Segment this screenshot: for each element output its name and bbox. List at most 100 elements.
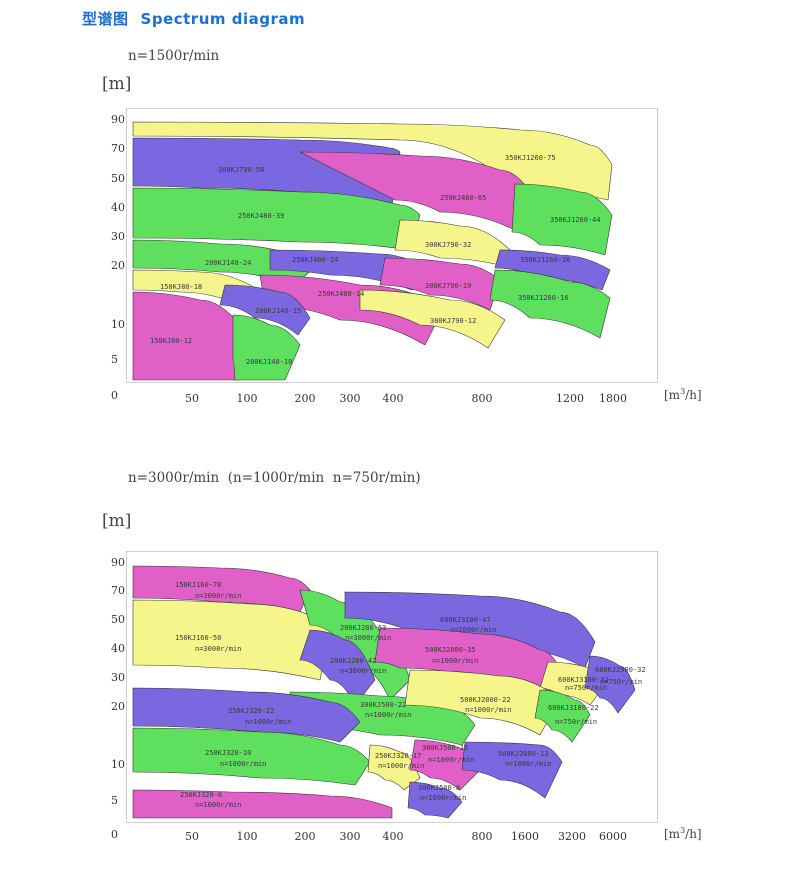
chart1-x-tick-100: 100 (237, 392, 258, 405)
band-250kj320-10 (132, 727, 371, 786)
label-300kj790-32: 300KJ790-32 (425, 241, 471, 249)
chart2-y-unit: [m] (102, 511, 132, 531)
label-150kj80-18: 150KJ80-18 (160, 283, 202, 291)
chart2-y-tick-30: 30 (111, 671, 125, 684)
speed-250kj320-10: n=1000r/min (220, 760, 266, 768)
chart2-y-tick-20: 20 (111, 700, 125, 713)
label-200kj280-42: 200KJ280-42 (330, 657, 376, 665)
chart1-x-tick-1200: 1200 (556, 392, 584, 405)
speed-500kj2000-13: n=1000r/min (505, 760, 551, 768)
speed-250kj320-22: n=1000r/min (245, 718, 291, 726)
chart2-x-unit: [m3/h] (664, 826, 702, 841)
label-350kj1260-44: 350KJ1260-44 (550, 216, 601, 224)
chart1-y-tick-50: 50 (111, 172, 125, 185)
label-350kj1260-75: 350KJ1260-75 (505, 154, 556, 162)
chart1-x-tick-50: 50 (185, 392, 199, 405)
chart1-speed-label: n=1500r/min (128, 48, 220, 64)
chart2-y-tick-0: 0 (111, 828, 118, 841)
chart2-y-tick-10: 10 (111, 758, 125, 771)
label-300kj790-58: 300KJ790-58 (218, 166, 264, 174)
speed-300kj500-8: n=1000r/min (420, 794, 466, 802)
label-200kj140-24: 200KJ140-24 (205, 259, 251, 267)
band-350kj1260-75 (132, 121, 613, 201)
speed-200kj280-63: n=3000r/min (345, 634, 391, 642)
page-header: 型谱图 Spectrum diagram (82, 8, 305, 29)
band-600kj3180-22 (534, 689, 591, 743)
chart1-x-tick-1800: 1800 (599, 392, 627, 405)
speed-250kj320-6: n=1000r/min (195, 801, 241, 809)
chart2-x-tick-100: 100 (237, 830, 258, 843)
chart2-speed-label: n=3000r/min (n=1000r/min n=750r/min) (128, 470, 421, 486)
label-150kj80-12: 150KJ80-12 (150, 337, 192, 345)
label-250kj320-22: 250KJ320-22 (228, 707, 274, 715)
band-250kj320-6 (132, 789, 393, 819)
label-250kj320-6: 250KJ320-6 (180, 791, 222, 799)
chart1-y-tick-30: 30 (111, 230, 125, 243)
label-300kj500-8: 300KJ500-8 (418, 784, 460, 792)
band-300kj500-8 (407, 781, 463, 819)
chart1-y-tick-10: 10 (111, 318, 125, 331)
chart1-x-tick-200: 200 (295, 392, 316, 405)
band-150kj160-78 (132, 565, 311, 613)
chart1-y-tick-5: 5 (111, 353, 118, 366)
label-500kj2000-22: 500KJ2000-22 (460, 696, 511, 704)
label-250kj480-14: 250KJ480-14 (318, 290, 364, 298)
label-600kj3180-47: 600KJ3180-47 (440, 616, 491, 624)
chart2-y-tick-90: 90 (111, 556, 125, 569)
chart1-frame (126, 108, 658, 383)
label-300kj500-22: 300KJ500-22 (360, 701, 406, 709)
header-title-cn: 型谱图 (82, 10, 129, 28)
chart2-x-tick-3200: 3200 (558, 830, 586, 843)
band-350kj1260-16 (489, 269, 611, 339)
band-200kj140-15 (219, 284, 311, 336)
label-250kj480-65: 250KJ480-65 (440, 194, 486, 202)
band-200kj140-10 (232, 314, 301, 381)
speed-600kj3180-22: n=750r/min (555, 718, 597, 726)
chart2-y-tick-5: 5 (111, 794, 118, 807)
band-350kj1260-44 (511, 183, 613, 256)
header-title-en: Spectrum diagram (140, 10, 306, 28)
label-250kj480-39: 250KJ480-39 (238, 212, 284, 220)
label-300kj500-15: 300KJ500-15 (422, 744, 468, 752)
speed-500kj2000-35: n=1000r/min (432, 657, 478, 665)
label-250kj480-24: 250KJ480-24 (292, 256, 338, 264)
label-600kj2900-32: 600KJ2900-32 (595, 666, 646, 674)
chart2-x-tick-50: 50 (185, 830, 199, 843)
label-500kj2000-35: 500KJ2000-35 (425, 646, 476, 654)
speed-600kj3180-32: n=750r/min (565, 684, 607, 692)
speed-250kj320-17: n=1000r/min (378, 762, 424, 770)
speed-150kj160-50: n=3000r/min (195, 645, 241, 653)
label-600kj3180-22: 600KJ3180-22 (548, 704, 599, 712)
chart1-y-tick-0: 0 (111, 389, 118, 402)
band-300kj790-12 (359, 289, 506, 349)
label-600kj3180-32: 600KJ3180-32 (558, 676, 609, 684)
chart1-x-unit: [m3/h] (664, 387, 702, 402)
chart1-y-tick-90: 90 (111, 113, 125, 126)
chart2-y-tick-40: 40 (111, 642, 125, 655)
band-250kj480-39 (132, 187, 421, 251)
chart1-x-tick-400: 400 (383, 392, 404, 405)
chart1-y-tick-20: 20 (111, 259, 125, 272)
chart2-frame (126, 551, 658, 823)
chart2-x-tick-300: 300 (340, 830, 361, 843)
chart2-x-tick-6000: 6000 (599, 830, 627, 843)
label-150kj160-50: 150KJ160-50 (175, 634, 221, 642)
label-250kj320-17: 250KJ320-17 (375, 752, 421, 760)
speed-500kj2000-22: n=1000r/min (465, 706, 511, 714)
band-500kj2000-13 (461, 741, 563, 799)
label-200kj140-10: 200KJ140-10 (246, 358, 292, 366)
chart1-x-tick-800: 800 (472, 392, 493, 405)
speed-600kj2900-32: n=750r/min (600, 678, 642, 686)
chart1-x-tick-300: 300 (340, 392, 361, 405)
speed-600kj3180-47: n=1000r/min (450, 626, 496, 634)
chart2-x-tick-400: 400 (383, 830, 404, 843)
chart1-y-tick-40: 40 (111, 201, 125, 214)
speed-150kj160-78: n=3000r/min (195, 592, 241, 600)
chart1-y-unit: [m] (102, 74, 132, 94)
chart2-y-tick-50: 50 (111, 613, 125, 626)
chart2-y-tick-70: 70 (111, 584, 125, 597)
label-300kj790-19: 300KJ790-19 (425, 282, 471, 290)
chart1-y-tick-70: 70 (111, 142, 125, 155)
